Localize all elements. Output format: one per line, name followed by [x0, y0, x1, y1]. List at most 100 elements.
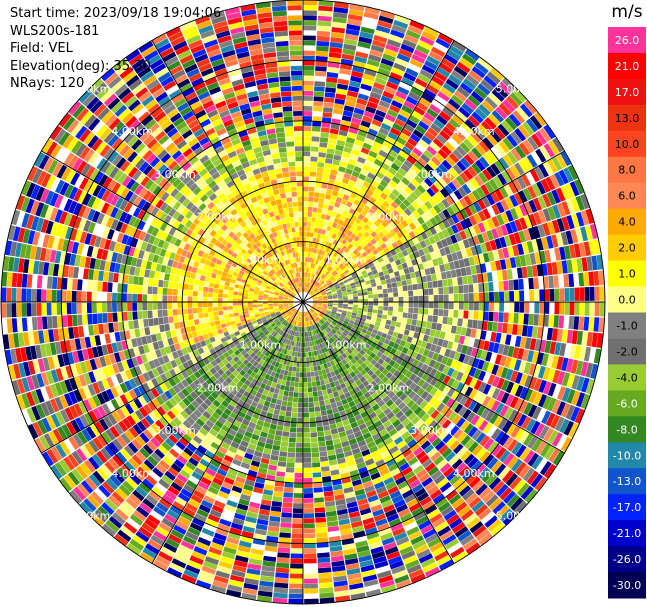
- range-gate: [366, 258, 373, 264]
- range-gate: [519, 302, 525, 313]
- range-gate: [299, 377, 303, 383]
- range-gate: [411, 319, 417, 326]
- range-gate: [390, 201, 399, 210]
- range-gate: [310, 291, 314, 296]
- range-gate: [310, 151, 319, 157]
- range-gate: [409, 191, 419, 201]
- range-gate: [370, 238, 377, 245]
- range-gate: [446, 49, 461, 61]
- range-gate: [445, 195, 455, 206]
- range-gate: [343, 302, 348, 305]
- range-gate: [321, 466, 330, 472]
- range-gate: [383, 158, 393, 167]
- range-gate: [544, 249, 552, 263]
- range-gate: [374, 30, 389, 39]
- range-gate: [275, 430, 283, 436]
- range-gate: [358, 295, 363, 299]
- range-gate: [299, 372, 303, 378]
- range-gate: [352, 112, 363, 120]
- range-gate: [277, 552, 290, 558]
- range-gate: [583, 272, 590, 287]
- range-gate: [324, 287, 330, 291]
- range-gate: [380, 145, 391, 154]
- range-gate: [312, 237, 317, 243]
- range-gate: [343, 297, 348, 300]
- range-gate: [551, 328, 558, 342]
- range-gate: [588, 271, 595, 286]
- range-gate: [499, 355, 507, 367]
- range-gate: [360, 185, 368, 193]
- range-gate: [332, 108, 343, 115]
- range-gate: [347, 309, 353, 313]
- range-gate: [498, 281, 504, 291]
- range-gate: [479, 302, 484, 311]
- range-gate: [283, 390, 289, 397]
- range-gate: [548, 275, 554, 289]
- range-gate: [437, 257, 444, 265]
- range-gate: [337, 279, 343, 284]
- range-gate: [468, 302, 474, 311]
- range-gate: [338, 236, 344, 243]
- range-gate: [379, 204, 387, 212]
- range-gate: [314, 512, 326, 518]
- range-gate: [423, 302, 429, 309]
- range-gate: [362, 291, 368, 296]
- range-gate: [420, 340, 428, 349]
- range-gate: [431, 322, 437, 330]
- range-gate: [296, 427, 303, 433]
- range-gate: [416, 320, 422, 327]
- range-gate: [294, 467, 303, 473]
- range-gate: [381, 220, 389, 228]
- range-gate: [519, 255, 527, 267]
- range-gate: [522, 187, 533, 201]
- range-gate: [310, 432, 318, 438]
- range-gate: [315, 66, 327, 72]
- range-gate: [273, 486, 284, 492]
- range-gate: [431, 242, 439, 251]
- range-gate: [460, 157, 471, 169]
- range-gate: [343, 304, 348, 307]
- range-gate: [396, 281, 403, 287]
- range-gate: [290, 376, 296, 382]
- range-gate: [443, 302, 449, 309]
- range-gate: [214, 320, 221, 326]
- range-gate: [346, 230, 353, 237]
- range-gate: [335, 224, 342, 231]
- range-gate: [321, 471, 331, 477]
- range-gate: [379, 10, 396, 20]
- range-gate: [397, 167, 407, 177]
- range-gate: [403, 100, 416, 110]
- range-gate: [315, 522, 327, 528]
- range-gate: [584, 302, 590, 316]
- range-gate: [313, 197, 320, 203]
- range-gate: [565, 183, 575, 199]
- range-gate: [443, 309, 449, 317]
- range-gate: [338, 302, 343, 304]
- range-gate: [510, 131, 522, 145]
- range-gate: [303, 251, 306, 257]
- range-gate: [408, 330, 415, 338]
- range-gate: [412, 219, 421, 228]
- range-gate: [305, 287, 308, 293]
- range-gate: [526, 265, 533, 278]
- range-gate: [437, 201, 446, 211]
- range-gate: [303, 166, 310, 172]
- range-gate: [357, 289, 363, 294]
- range-gate: [305, 352, 309, 357]
- range-gate: [277, 547, 291, 553]
- range-gate: [311, 136, 320, 142]
- range-gate: [329, 133, 338, 140]
- range-gate: [417, 225, 425, 234]
- range-gate: [467, 319, 473, 328]
- range-gate: [333, 12, 348, 19]
- range-gate: [304, 578, 318, 584]
- range-gate: [308, 191, 315, 197]
- range-gate: [201, 527, 215, 537]
- range-gate: [428, 308, 434, 316]
- range-gate: [331, 309, 337, 313]
- range-gate: [372, 269, 378, 275]
- range-gate: [324, 495, 335, 502]
- range-gate: [306, 226, 311, 232]
- range-gate: [331, 22, 346, 29]
- range-gate: [450, 234, 458, 244]
